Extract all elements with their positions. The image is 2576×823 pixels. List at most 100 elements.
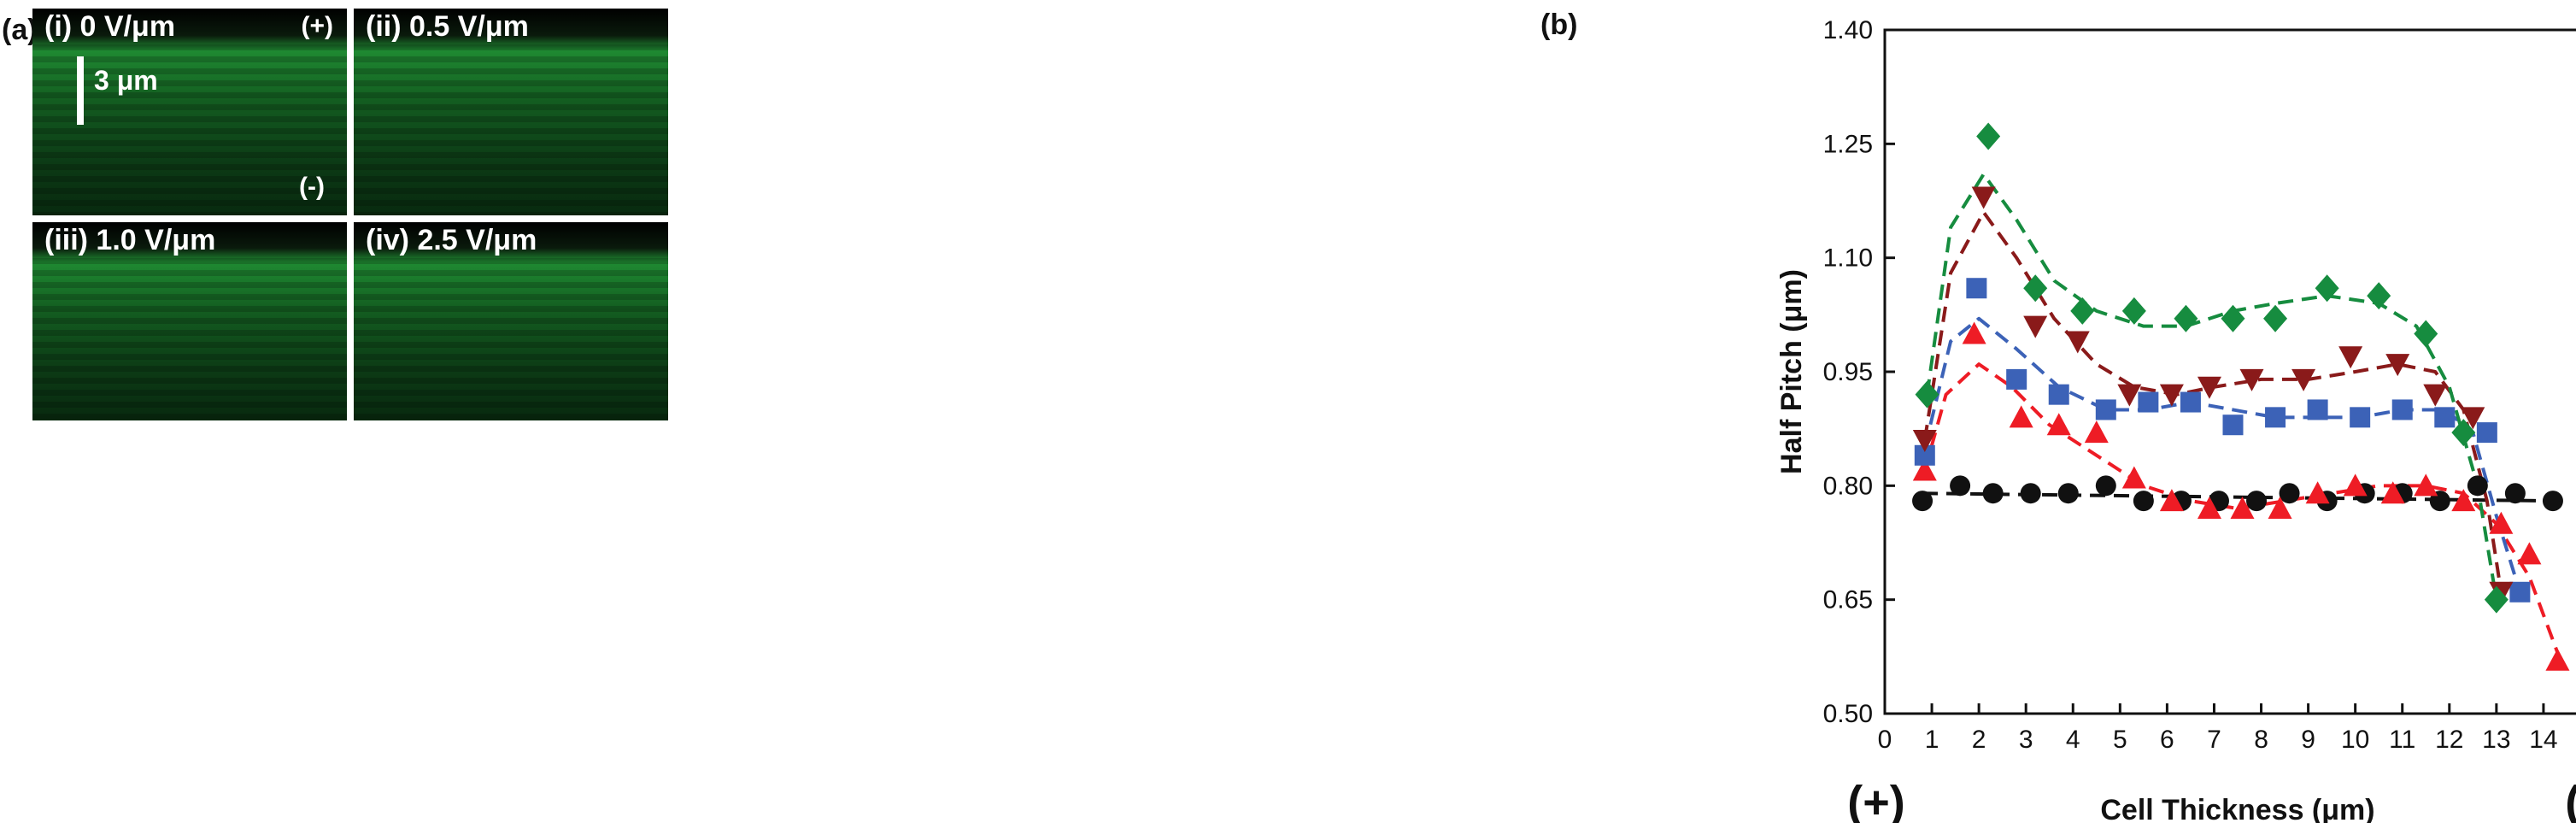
data-point-series-2 [1966,278,1987,299]
y-tick-label: 1.40 [1823,16,1873,44]
y-axis-title: Half Pitch (μm) [1775,269,1808,474]
x-tick-label: 10 [2341,726,2369,754]
data-point-series-1 [2268,497,2292,519]
data-point-series-0 [1982,483,2004,504]
panel-b-label: (b) [1540,9,1577,41]
data-point-series-4 [2121,297,2146,325]
data-point-series-1 [1912,458,1937,481]
data-point-series-1 [2305,481,2330,504]
data-point-series-1 [2230,497,2255,519]
micrograph-iii-image [32,222,347,420]
x-tick-label: 0 [1878,726,1892,754]
data-point-series-0 [2467,475,2488,497]
data-point-series-4 [2070,297,2095,325]
y-tick-label: 0.65 [1823,586,1873,614]
y-tick-label: 1.25 [1823,130,1873,158]
data-point-series-3 [2291,368,2316,391]
micrograph-i-label: (i) 0 V/μm [44,10,176,43]
positive-electrode-label: (+) [301,12,334,40]
data-point-series-2 [2391,399,2413,420]
data-point-series-4 [2263,304,2288,332]
data-point-series-4 [2451,419,2476,447]
data-point-series-4 [2221,304,2245,332]
y-tick-label: 0.80 [1823,472,1873,500]
data-point-series-0 [2095,475,2116,497]
fit-line-series-3 [1922,210,2503,593]
data-point-series-3 [2385,354,2410,377]
data-point-series-1 [1962,321,1986,344]
x-tick-label: 11 [2389,726,2415,754]
data-point-series-1 [2121,466,2146,489]
x-tick-label: 6 [2160,726,2174,754]
fit-line-series-4 [1925,172,2498,600]
negative-electrode-label: (-) [299,173,325,201]
x-tick-label: 5 [2113,726,2127,754]
data-point-series-0 [2057,483,2079,504]
data-point-series-2 [2265,407,2286,428]
y-tick-label: 1.10 [1823,244,1873,273]
data-point-series-2 [2434,407,2456,428]
micrograph-ii-image [354,9,668,215]
data-point-series-2 [2180,391,2201,413]
micrograph-iii-label: (iii) 1.0 V/μm [44,224,216,256]
data-point-series-2 [2138,391,2159,413]
x-axis-title: Cell Thickness (μm) [2100,794,2374,823]
data-point-series-0 [2246,491,2268,512]
scale-bar [77,56,84,125]
micrograph-iv-image [354,222,668,420]
micrograph-iii: (iii) 1.0 V/μm [32,222,347,420]
data-point-series-4 [2367,282,2391,310]
fit-line-series-1 [1922,362,2560,654]
data-point-series-1 [2380,481,2405,504]
x-tick-label: 14 [2529,726,2557,754]
x-tick-label: 3 [2019,726,2033,754]
data-point-series-0 [1912,491,1933,512]
data-point-series-3 [1912,430,1937,452]
positive-pole-label: (+) [1847,777,1905,823]
x-tick-label: 9 [2301,726,2315,754]
data-point-series-4 [2174,304,2198,332]
data-point-series-1 [2197,497,2221,519]
data-point-series-1 [2517,542,2542,565]
data-point-series-0 [2020,483,2041,504]
data-point-series-3 [2159,384,2184,407]
data-point-series-4 [2315,274,2339,303]
data-point-series-1 [2046,413,2071,436]
data-point-series-4 [2414,320,2438,348]
data-point-series-3 [2117,384,2142,407]
data-point-series-3 [1971,186,1996,209]
data-point-series-3 [2338,346,2363,369]
data-point-series-1 [2084,420,2109,444]
data-point-series-0 [2504,483,2526,504]
data-point-series-4 [2023,274,2048,303]
micrograph-iv-label: (iv) 2.5 V/μm [366,224,537,256]
y-tick-label: 0.95 [1823,358,1873,386]
scale-bar-label: 3 μm [94,65,158,96]
panel-a-label: (a) [2,14,38,46]
micrograph-i: (i) 0 V/μm (+) 3 μm P (-) [32,9,347,215]
data-point-series-1 [2414,473,2438,497]
data-point-series-3 [2423,384,2448,407]
data-point-series-2 [2350,407,2371,428]
data-point-series-2 [2307,399,2328,420]
micrograph-ii-label: (ii) 0.5 V/μm [366,10,529,43]
data-point-series-0 [2133,491,2154,512]
data-point-series-2 [2048,384,2069,405]
data-point-series-1 [2451,489,2476,512]
data-point-series-3 [2065,331,2090,354]
data-point-series-1 [2489,511,2514,534]
data-point-series-3 [2023,315,2048,338]
x-tick-label: 13 [2482,726,2510,754]
data-point-series-0 [1950,475,1971,497]
micrograph-i-image [32,9,347,215]
data-point-series-1 [2159,489,2184,512]
data-point-series-2 [2006,368,2027,390]
data-point-series-1 [2545,648,2570,671]
data-point-series-2 [2476,422,2497,444]
negative-pole-label: (−) [2565,777,2576,823]
fit-line-series-2 [1922,316,2522,593]
x-tick-label: 8 [2254,726,2268,754]
data-point-series-4 [1976,122,2001,150]
data-point-series-3 [2197,376,2221,399]
half-pitch-chart: (b)0.500.650.800.951.101.251.400 1 2 3 4 5 6 7 8… [1540,9,2576,823]
